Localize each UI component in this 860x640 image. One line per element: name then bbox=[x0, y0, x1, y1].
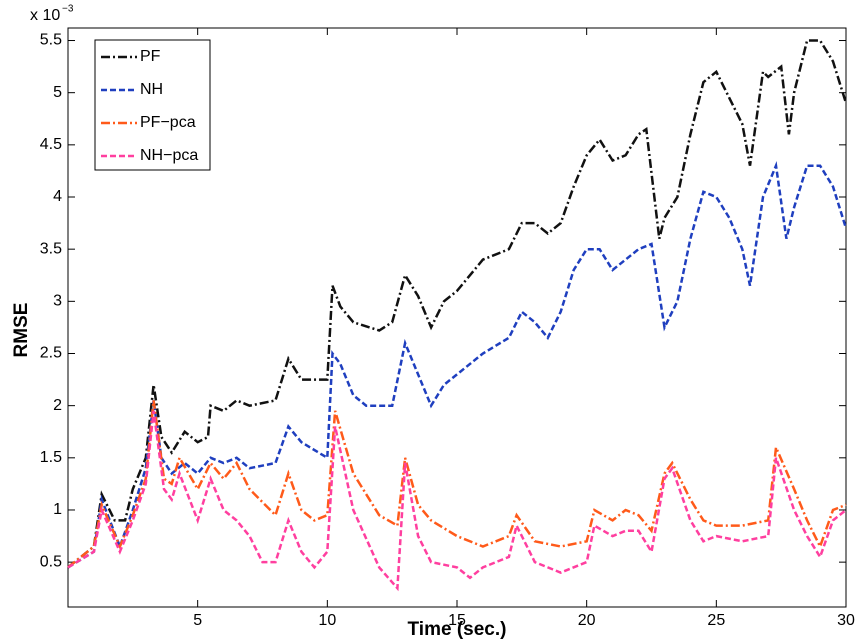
y-multiplier: x 10 bbox=[30, 7, 60, 24]
line-series bbox=[67, 400, 847, 569]
y-tick-label: 5 bbox=[53, 84, 62, 101]
line-series bbox=[67, 39, 848, 569]
y-tick-label: 3 bbox=[53, 293, 62, 310]
x-axis-title: Time (sec.) bbox=[408, 619, 507, 640]
y-axis-title: RMSE bbox=[11, 303, 32, 358]
line-series bbox=[67, 410, 847, 592]
y-tick-label: 3.5 bbox=[40, 240, 62, 257]
y-tick-label: 2.5 bbox=[40, 345, 62, 362]
legend-label: NH bbox=[140, 81, 163, 98]
x-tick-label: 5 bbox=[193, 612, 202, 629]
y-tick-label: 5.5 bbox=[40, 32, 62, 49]
legend-box bbox=[94, 39, 211, 171]
line-series bbox=[67, 161, 848, 569]
y-tick-label: 4 bbox=[53, 188, 62, 205]
y-multiplier-power: −3 bbox=[62, 4, 74, 15]
legend-label: NH−pca bbox=[140, 147, 198, 164]
legend-label: PF−pca bbox=[140, 114, 196, 131]
x-tick-label: 15 bbox=[448, 612, 466, 629]
x-tick-label: 25 bbox=[707, 612, 725, 629]
x-tick-label: 20 bbox=[578, 612, 596, 629]
y-tick-label: 2 bbox=[53, 397, 62, 414]
x-tick-label: 10 bbox=[318, 612, 336, 629]
legend-label: PF bbox=[140, 48, 161, 65]
y-tick-label: 4.5 bbox=[40, 136, 62, 153]
y-tick-label: 1.5 bbox=[40, 449, 62, 466]
x-tick-label: 30 bbox=[837, 612, 855, 629]
y-tick-label: 1 bbox=[53, 501, 62, 518]
y-tick-label: 0.5 bbox=[40, 553, 62, 570]
